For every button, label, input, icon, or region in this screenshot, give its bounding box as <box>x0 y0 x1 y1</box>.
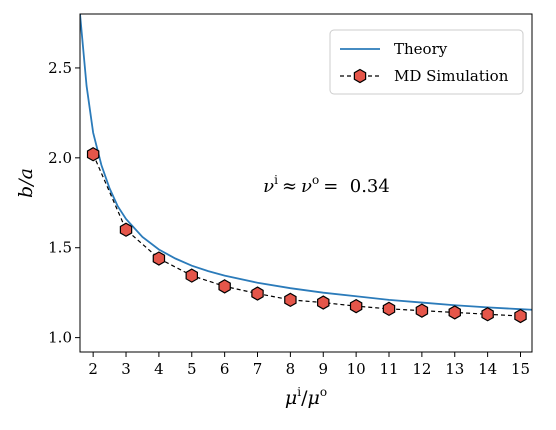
plot-frame <box>79 13 533 353</box>
series-layer <box>80 14 532 324</box>
md-simulation-point <box>514 308 527 324</box>
y-tick-label: 1.5 <box>48 239 72 257</box>
legend-md-label: MD Simulation <box>394 67 509 85</box>
x-tick-label: 8 <box>286 360 296 378</box>
legend-md-marker <box>353 68 367 84</box>
annotation: νi ≈ νo = 0.34 <box>263 173 390 197</box>
x-tick-label: 12 <box>412 360 431 378</box>
annotation-nu-i: ν <box>263 176 274 197</box>
x-tick-label: 5 <box>187 360 197 378</box>
x-tick-label: 11 <box>379 360 398 378</box>
md-simulation-point <box>349 298 363 314</box>
x-label-sep: / <box>301 387 308 409</box>
md-simulation-point <box>185 268 198 283</box>
x-axis-label: μi/μo <box>285 385 327 409</box>
x-tick-label: 9 <box>318 360 328 378</box>
x-tick-label: 13 <box>445 360 464 378</box>
annotation-approx: ≈ <box>282 176 297 197</box>
x-tick-label: 14 <box>478 360 497 378</box>
annotation-value: = 0.34 <box>323 176 390 197</box>
md-simulation-point <box>119 222 133 237</box>
theory-line <box>80 14 532 311</box>
annotation-sup-o: o <box>312 173 319 187</box>
y-tick-label: 1.0 <box>48 329 72 347</box>
x-label-mu-1: μ <box>285 387 297 409</box>
x-tick-label: 2 <box>88 360 98 378</box>
md-simulation-point <box>448 305 461 320</box>
x-tick-label: 3 <box>121 360 131 378</box>
x-tick-label: 4 <box>154 360 164 378</box>
md-simulation-point <box>284 292 297 308</box>
x-label-sup-2: o <box>320 385 327 399</box>
legend-box <box>329 29 524 95</box>
ticks-layer: 2 3 4 5 6 7 8 9 10 11 12 13 14 15 1.0 1.5 2.0 2.5 <box>48 59 530 378</box>
y-axis-label: b/a <box>15 168 37 198</box>
md-simulation-point <box>415 303 429 318</box>
x-tick-label: 10 <box>347 360 366 378</box>
y-tick-label: 2.5 <box>48 59 72 77</box>
legend: Theory MD Simulation <box>329 29 524 95</box>
md-simulation-line <box>92 153 521 317</box>
y-tick-label: 2.0 <box>48 149 72 167</box>
md-simulation-point <box>218 279 231 294</box>
x-label-sup-1: i <box>297 385 301 399</box>
annotation-sup-i: i <box>274 173 278 187</box>
md-simulation-point <box>481 307 494 322</box>
md-simulation-point <box>317 295 330 310</box>
md-simulation-point <box>382 301 396 317</box>
x-label-mu-2: μ <box>308 387 320 409</box>
annotation-nu-o: ν <box>301 176 312 197</box>
x-tick-label: 6 <box>220 360 230 378</box>
x-tick-label: 7 <box>253 360 263 378</box>
md-simulation-point <box>86 147 100 162</box>
legend-theory-label: Theory <box>394 40 448 58</box>
md-simulation-point <box>152 251 166 266</box>
x-tick-label: 15 <box>511 360 530 378</box>
md-simulation-point <box>251 286 264 301</box>
